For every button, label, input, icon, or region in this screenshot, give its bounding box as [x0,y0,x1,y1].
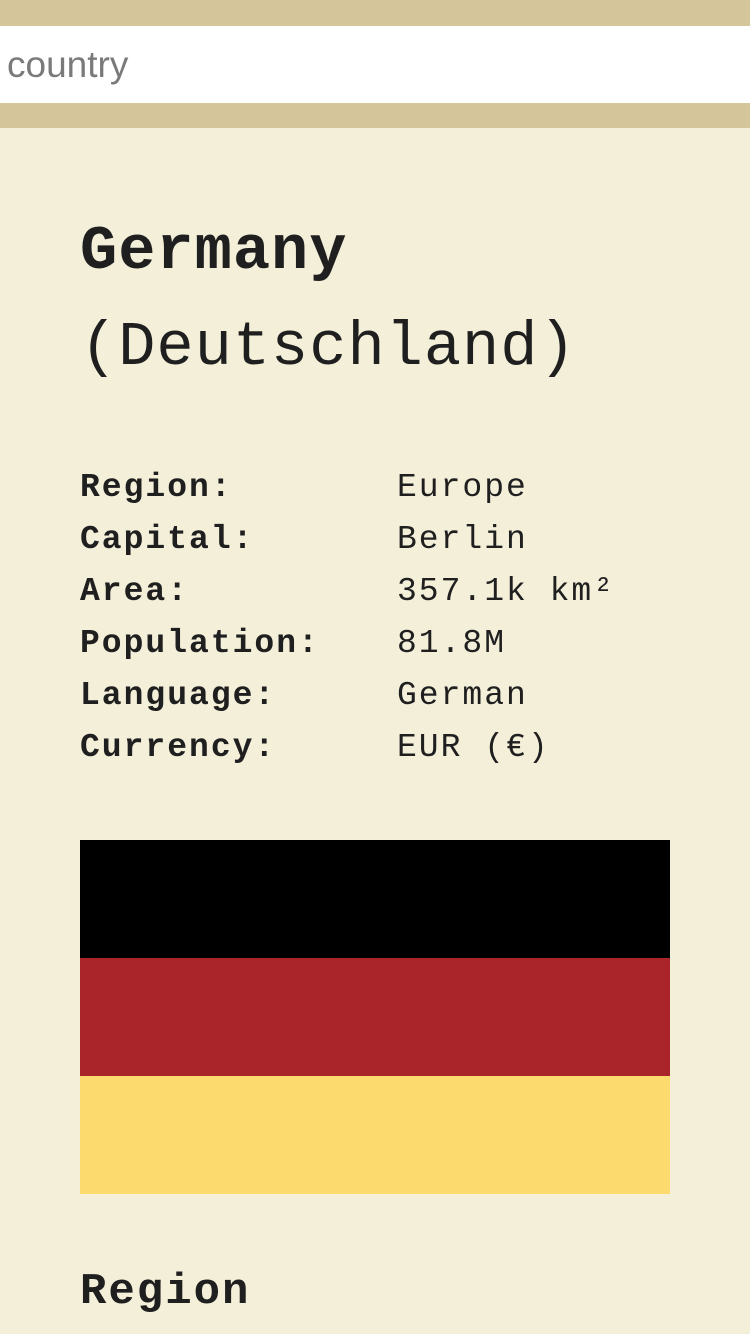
flag-stripe-top [80,840,670,958]
country-facts: Region: Europe Capital: Berlin Area: 357.1k… [80,467,670,779]
fact-label: Currency: [80,729,277,766]
fact-row-area: Area: 357.1k km² [80,571,670,623]
fact-row-region: Region: Europe [80,467,670,519]
fact-value: German [397,677,528,714]
country-native-name: (Deutschland) [80,312,577,383]
fact-value: Europe [397,469,528,506]
search-bar [0,0,750,128]
flag-stripe-middle [80,958,670,1076]
fact-value: Berlin [397,521,528,558]
fact-value: 357.1k km² [397,573,616,610]
fact-label: Region: [80,469,233,506]
fact-value: 81.8M [397,625,507,662]
country-name: Germany [80,216,348,287]
fact-label: Language: [80,677,277,714]
region-section-heading: Region [80,1267,251,1317]
fact-row-population: Population: 81.8M [80,623,670,675]
fact-row-language: Language: German [80,675,670,727]
fact-row-capital: Capital: Berlin [80,519,670,571]
fact-label: Capital: [80,521,255,558]
fact-row-currency: Currency: EUR (€) [80,727,670,779]
flag-stripe-bottom [80,1076,670,1194]
fact-label: Population: [80,625,320,662]
fact-label: Area: [80,573,190,610]
country-search-input[interactable] [0,26,750,103]
country-flag [80,840,670,1194]
fact-value: EUR (€) [397,729,550,766]
